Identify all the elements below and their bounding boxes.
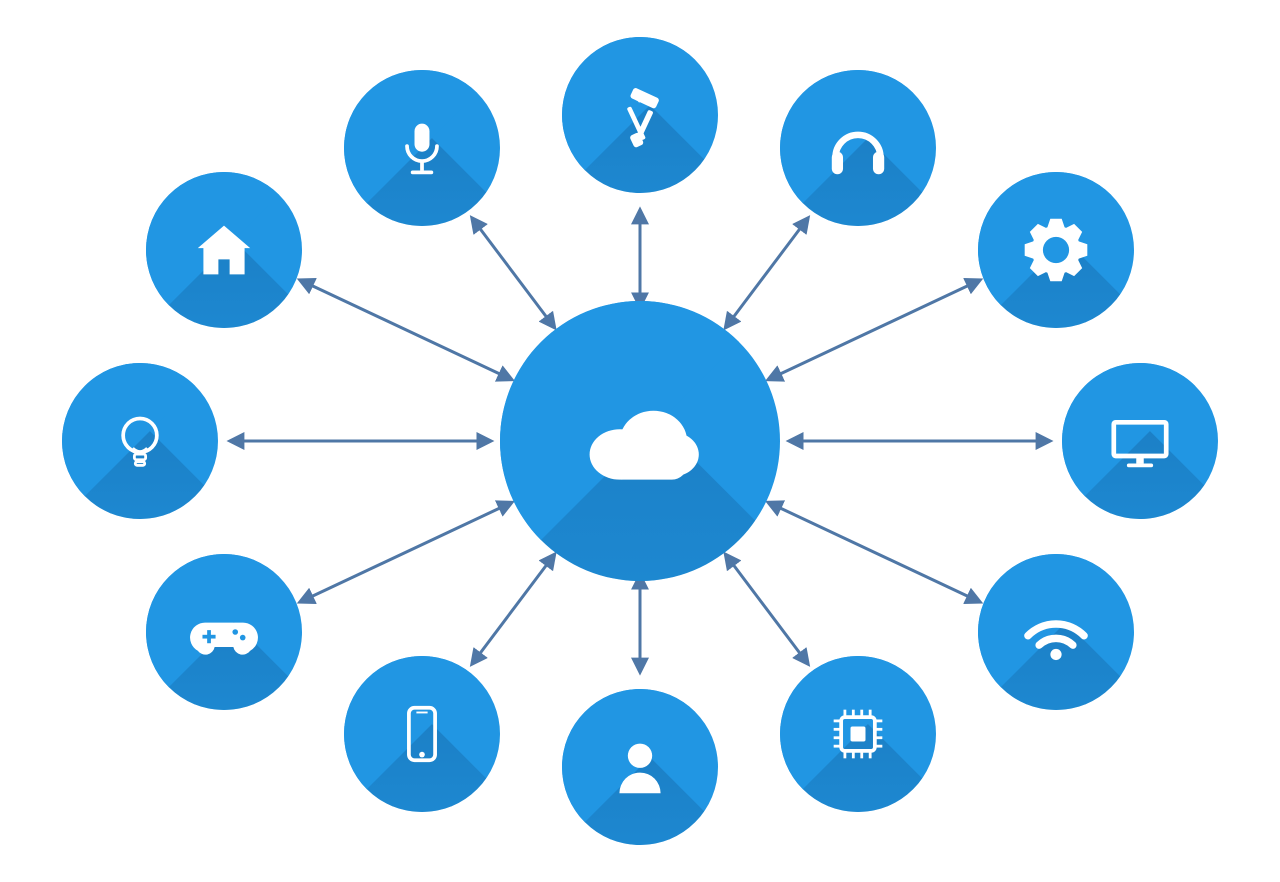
chip-icon <box>834 710 883 759</box>
connector-arrow <box>472 218 548 319</box>
connector-arrow <box>732 563 808 664</box>
wifi-node <box>935 522 1178 855</box>
user-node <box>519 657 762 882</box>
microphone-node <box>301 38 544 371</box>
headphones-node <box>737 38 980 371</box>
connector-arrow <box>300 280 502 375</box>
smartphone-node <box>301 624 544 882</box>
chip-node <box>737 624 980 882</box>
gear-icon <box>1025 219 1088 282</box>
connector-arrow <box>472 563 548 664</box>
connector-arrow <box>778 280 980 375</box>
connector-arrow <box>778 507 980 602</box>
connector-arrow <box>732 218 808 319</box>
cloud-network-diagram <box>0 0 1280 882</box>
connector-arrow <box>300 507 502 602</box>
gamepad-node <box>103 522 346 855</box>
